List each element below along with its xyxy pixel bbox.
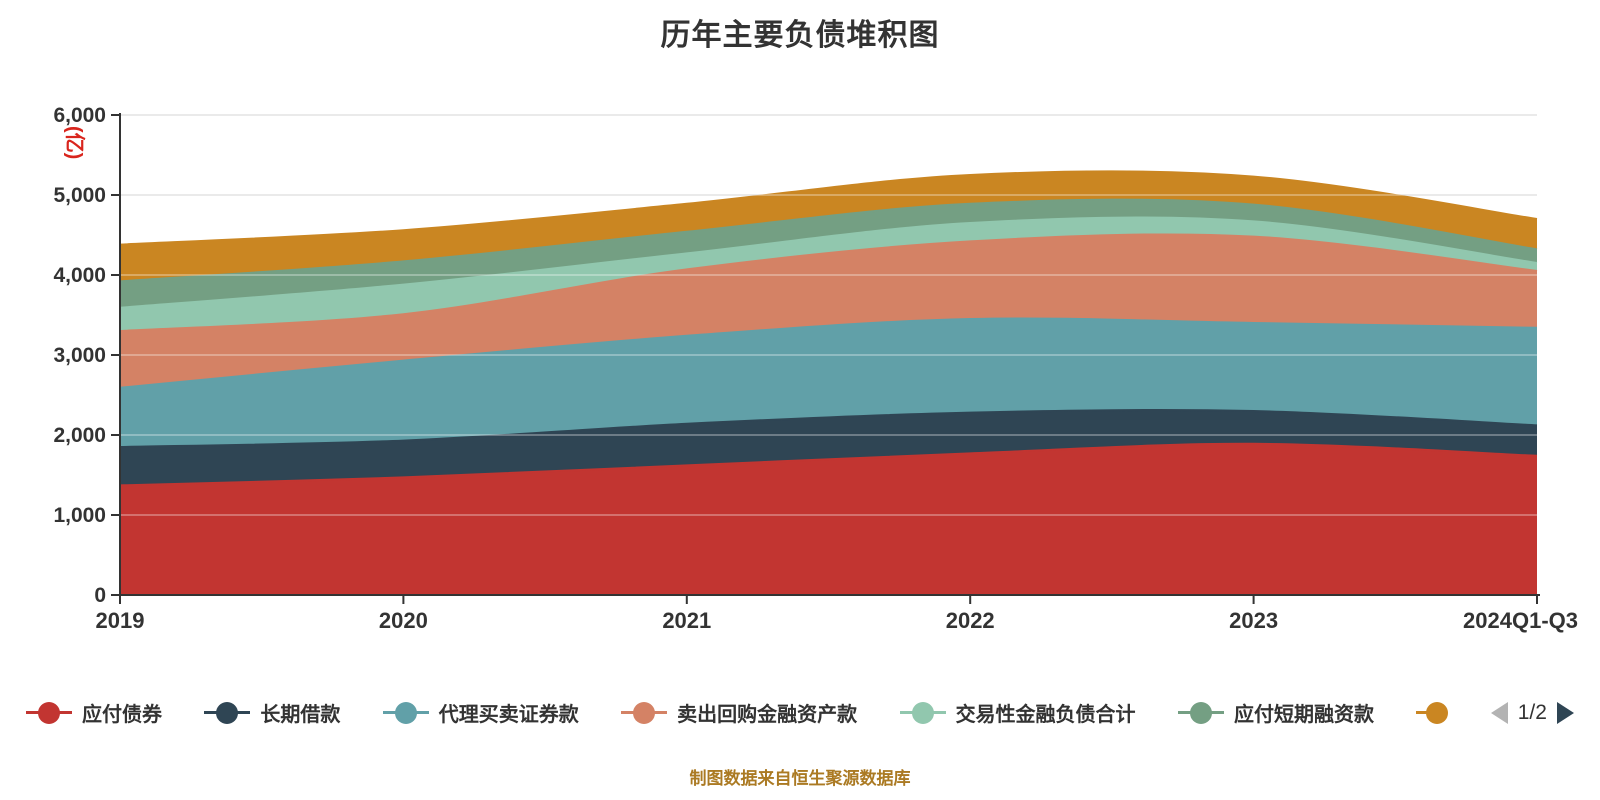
legend-next-icon[interactable] bbox=[1556, 701, 1574, 724]
series-line-应付短期融资款 bbox=[119, 198, 1538, 283]
chart-title: 历年主要负债堆积图 bbox=[660, 19, 940, 52]
legend-page-indicator: 1/2 bbox=[1517, 700, 1547, 724]
legend-item-交易性金融负债合计[interactable]: 交易性金融负债合计 bbox=[899, 698, 1136, 727]
legend-label: 长期借款 bbox=[260, 704, 341, 726]
legend-dot bbox=[1189, 701, 1212, 724]
series-line-应付债券 bbox=[119, 442, 1538, 487]
legend-label: 代理买卖证券款 bbox=[438, 704, 579, 726]
x-tick-label: 2022 bbox=[946, 608, 995, 633]
y-tick-label: 5,000 bbox=[53, 184, 106, 207]
y-tick-label: 4,000 bbox=[53, 264, 106, 287]
x-tick-label: 2020 bbox=[379, 608, 428, 633]
legend-item-长期借款[interactable]: 长期借款 bbox=[204, 698, 340, 727]
legend-dot bbox=[1426, 701, 1449, 724]
series-area-应付债券 bbox=[120, 443, 1537, 595]
legend: 应付债券 长期借款 代理买卖证券款 卖出回购金融资产款 交易性金融负债合计 应付短期融资款… bbox=[0, 698, 1600, 727]
x-tick-label: 2023 bbox=[1229, 608, 1278, 633]
y-tick-label: 2,000 bbox=[53, 424, 106, 447]
series-line-卖出回购金融资产款 bbox=[119, 233, 1538, 332]
legend-item-应付债券[interactable]: 应付债券 bbox=[26, 698, 162, 727]
stacked-area-plot: 6,000 5,000 4,000 3,000 2,000 1,000 0 (亿) 2019 20… bbox=[53, 104, 1578, 633]
legend-item-应付短期融资款[interactable]: 应付短期融资款 bbox=[1177, 698, 1374, 727]
x-tick-label: 2019 bbox=[96, 608, 145, 633]
legend-dot bbox=[394, 701, 417, 724]
legend-marker-icon bbox=[204, 701, 251, 724]
legend-label: 应付债券 bbox=[82, 704, 162, 726]
legend-marker-icon bbox=[1177, 701, 1224, 724]
legend-label: 应付短期融资款 bbox=[1233, 704, 1374, 726]
x-tick-label: 2021 bbox=[662, 608, 711, 633]
legend-dot bbox=[633, 701, 656, 724]
legend-marker-icon bbox=[899, 701, 946, 724]
series-line-代理买卖证券款 bbox=[119, 317, 1538, 389]
legend-label: 卖出回购金融资产款 bbox=[677, 704, 858, 726]
y-tick-label: 6,000 bbox=[53, 104, 106, 127]
legend-marker-icon bbox=[621, 701, 668, 724]
legend-marker-icon bbox=[1416, 701, 1449, 724]
legend-dot bbox=[911, 701, 934, 724]
legend-line bbox=[1416, 711, 1431, 714]
legend-item-卖出回购金融资产款[interactable]: 卖出回购金融资产款 bbox=[621, 698, 857, 727]
legend-pager: 1/2 bbox=[1490, 700, 1574, 725]
legend-item-代理买卖证券款[interactable]: 代理买卖证券款 bbox=[382, 698, 579, 727]
y-axis-unit-label: (亿) bbox=[63, 126, 87, 159]
legend-marker-icon bbox=[382, 701, 429, 724]
legend-marker-icon bbox=[26, 701, 72, 724]
legend-dot bbox=[38, 701, 60, 724]
legend-label: 交易性金融负债合计 bbox=[955, 704, 1136, 726]
y-tick-label: 1,000 bbox=[53, 504, 106, 527]
y-tick-label: 3,000 bbox=[53, 344, 106, 367]
legend-item-series7[interactable] bbox=[1416, 701, 1449, 724]
series-line-series7 bbox=[119, 170, 1538, 246]
y-tick-label: 0 bbox=[94, 584, 106, 607]
legend-prev-icon[interactable] bbox=[1490, 701, 1508, 724]
series-line-交易性金融负债合计 bbox=[119, 216, 1538, 309]
legend-dot bbox=[216, 701, 239, 724]
data-source-note: 制图数据来自恒生聚源数据库 bbox=[689, 769, 911, 788]
x-tick-label: 2024Q1-Q3 bbox=[1463, 608, 1578, 633]
series-line-长期借款 bbox=[119, 408, 1538, 448]
